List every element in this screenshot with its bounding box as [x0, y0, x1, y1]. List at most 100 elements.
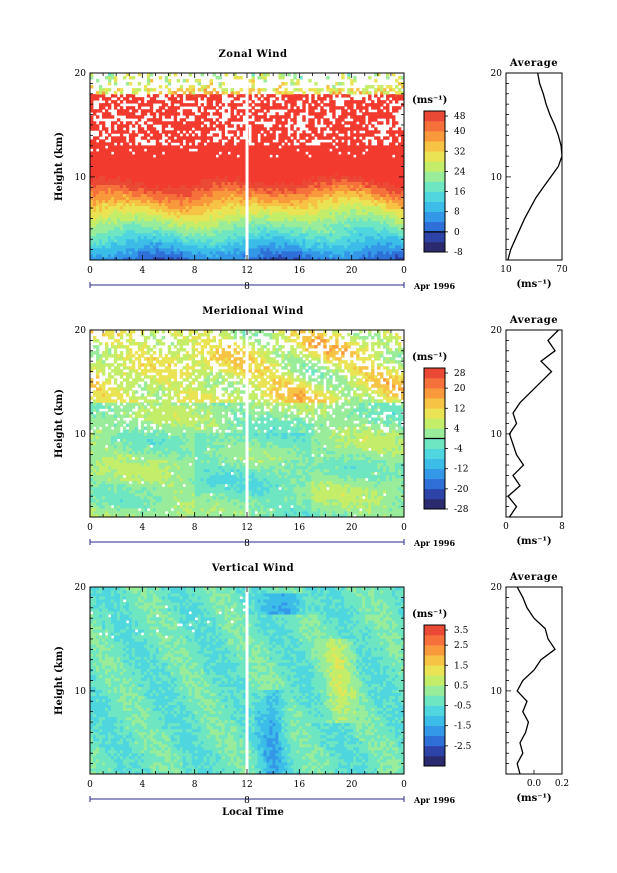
heatmap-cell [203, 187, 208, 192]
heatmap-cell [146, 139, 151, 143]
heatmap-cell [392, 124, 396, 128]
heatmap-cell [92, 241, 97, 246]
heatmap-cell [125, 220, 130, 225]
heatmap-cell [368, 232, 372, 237]
heatmap-cell [260, 124, 264, 128]
heatmap-cell [134, 175, 139, 179]
heatmap-cell [188, 169, 193, 173]
heatmap-cell [284, 121, 288, 125]
heatmap-cell [326, 121, 330, 125]
heatmap-cell [95, 142, 100, 146]
heatmap-cell [206, 148, 211, 152]
heatmap-cell [227, 199, 231, 204]
heatmap-cell [236, 136, 240, 140]
heatmap-cell [248, 229, 252, 234]
heatmap-cell [305, 187, 309, 192]
heatmap-cell [146, 202, 151, 207]
heatmap-cell [293, 112, 297, 116]
heatmap-cell [107, 106, 112, 110]
heatmap-cell [173, 172, 178, 176]
heatmap-cell [362, 199, 366, 204]
heatmap-cell [194, 151, 199, 155]
heatmap-cell [323, 169, 327, 173]
heatmap-cell [242, 112, 246, 116]
heatmap-cell [167, 112, 172, 116]
heatmap-cell [347, 166, 351, 170]
heatmap-cell [209, 118, 214, 122]
heatmap-cell [209, 97, 214, 101]
heatmap-cell [116, 103, 121, 107]
heatmap-cell [344, 253, 348, 258]
heatmap-cell [95, 175, 100, 179]
heatmap-cell [113, 157, 118, 161]
heatmap-cell [203, 106, 208, 110]
heatmap-cell [236, 112, 240, 116]
heatmap-cell [107, 103, 112, 107]
heatmap-cell [251, 253, 255, 258]
heatmap-cell [176, 139, 181, 143]
heatmap-cell [242, 148, 246, 152]
heatmap-cell [104, 223, 109, 228]
heatmap-cell [395, 196, 399, 201]
heatmap-cell [317, 151, 321, 155]
heatmap-cell [176, 235, 181, 240]
heatmap-cell [236, 190, 240, 195]
heatmap-cell [386, 157, 390, 161]
heatmap-cell [140, 208, 145, 213]
heatmap-cell [269, 193, 273, 198]
heatmap-cell [296, 253, 300, 258]
heatmap-cell [320, 244, 324, 249]
heatmap-cell [356, 217, 360, 222]
heatmap-cell [296, 238, 300, 243]
heatmap-cell [326, 193, 330, 198]
heatmap-cell [95, 211, 100, 216]
heatmap-cell [263, 103, 267, 107]
heatmap-cell [290, 202, 294, 207]
heatmap-cell [110, 154, 115, 158]
heatmap-cell [95, 196, 100, 201]
heatmap-cell [398, 235, 402, 240]
heatmap-cell [179, 193, 184, 198]
heatmap-cell [116, 166, 121, 170]
heatmap-cell [182, 160, 187, 164]
heatmap-cell [386, 118, 390, 122]
heatmap-cell [320, 136, 324, 140]
heatmap-cell [326, 169, 330, 173]
heatmap-cell [383, 202, 387, 207]
heatmap-cell [95, 181, 100, 185]
heatmap-cell [377, 193, 381, 198]
heatmap-cell [188, 160, 193, 164]
heatmap-cell [101, 139, 106, 143]
heatmap-cell [383, 232, 387, 237]
heatmap-cell [218, 190, 222, 195]
heatmap-cell [125, 181, 130, 185]
heatmap-cell [110, 121, 115, 125]
heatmap-cell [356, 247, 360, 252]
heatmap-cell [374, 253, 378, 258]
heatmap-cell [200, 214, 205, 219]
heatmap-cell [92, 217, 97, 222]
heatmap-cell [305, 133, 309, 137]
heatmap-cell [296, 241, 300, 246]
heatmap-cell [200, 247, 205, 252]
heatmap-cell [170, 205, 175, 210]
heatmap-cell [296, 229, 300, 234]
heatmap-cell [119, 163, 124, 167]
heatmap-cell [251, 145, 255, 149]
heatmap-cell [176, 112, 181, 116]
heatmap-cell [365, 187, 369, 192]
heatmap-cell [296, 160, 300, 164]
heatmap-cell [386, 109, 390, 113]
heatmap-cell [317, 226, 321, 231]
heatmap-cell [158, 199, 163, 204]
heatmap-cell [254, 109, 258, 113]
heatmap-cell [344, 241, 348, 246]
heatmap-cell [167, 175, 172, 179]
heatmap-cell [335, 148, 339, 152]
heatmap-cell [377, 151, 381, 155]
heatmap-cell [143, 169, 148, 173]
heatmap-cell [326, 118, 330, 122]
heatmap-cell [251, 172, 255, 176]
heatmap-cell [275, 253, 279, 258]
heatmap-cell [293, 247, 297, 252]
